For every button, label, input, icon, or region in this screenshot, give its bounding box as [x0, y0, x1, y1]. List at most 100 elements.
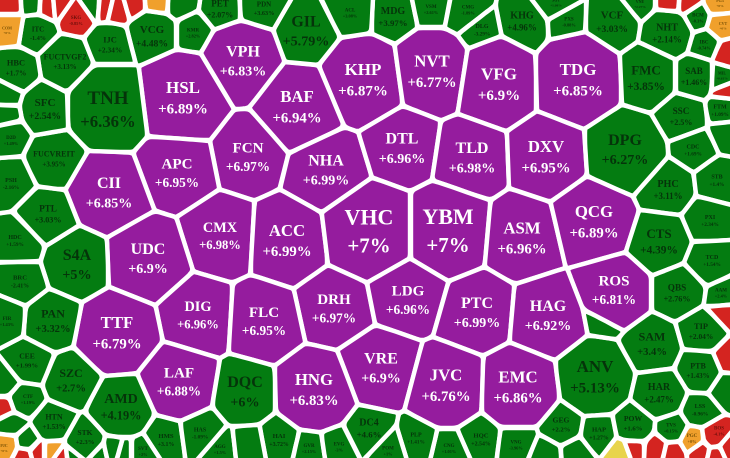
svg-text:PXS: PXS	[564, 18, 574, 23]
svg-text:+6.96%: +6.96%	[177, 318, 219, 332]
svg-text:+6.85%: +6.85%	[86, 197, 132, 212]
svg-text:+1.69%: +1.69%	[684, 152, 702, 158]
svg-text:+2.76%: +2.76%	[664, 295, 691, 304]
svg-text:FUCVREIT: FUCVREIT	[33, 150, 75, 159]
svg-text:+3.72%: +3.72%	[269, 442, 289, 448]
svg-text:+2.54%: +2.54%	[471, 442, 491, 448]
svg-text:+2.04%: +2.04%	[689, 332, 714, 341]
svg-text:+6.96%: +6.96%	[379, 152, 425, 167]
svg-text:+6.87%: +6.87%	[338, 84, 388, 100]
svg-text:IBC: IBC	[700, 40, 709, 45]
svg-text:+4.48%: +4.48%	[136, 39, 168, 50]
svg-text:DRH: DRH	[317, 292, 351, 308]
svg-text:+6.96%: +6.96%	[386, 302, 430, 317]
svg-text:+2.14%: +2.14%	[652, 35, 682, 45]
svg-text:VPH: VPH	[226, 43, 260, 60]
svg-text:AGG: AGG	[214, 445, 226, 450]
svg-text:PG3: PG3	[716, 0, 724, 3]
svg-text:+6.36%: +6.36%	[80, 112, 135, 131]
svg-text:+6.97%: +6.97%	[312, 311, 356, 326]
svg-text:EVG: EVG	[334, 443, 345, 448]
svg-text:KHP: KHP	[345, 60, 382, 79]
svg-text:+6.9%: +6.9%	[478, 88, 520, 104]
svg-text:+0.61%: +0.61%	[716, 77, 728, 81]
svg-text:+6.95%: +6.95%	[155, 175, 199, 190]
svg-text:TCD: TCD	[706, 255, 719, 261]
svg-text:+6.92%: +6.92%	[525, 319, 571, 334]
svg-text:+6.85%: +6.85%	[553, 84, 603, 100]
svg-text:BOS: BOS	[714, 426, 724, 431]
svg-text:NHA: NHA	[308, 152, 344, 169]
svg-text:SGT: SGT	[552, 0, 560, 3]
svg-text:SAB: SAB	[685, 66, 703, 76]
svg-text:+6.98%: +6.98%	[449, 161, 495, 176]
svg-text:HNG: HNG	[295, 370, 333, 389]
svg-text:BRC: BRC	[13, 274, 27, 281]
svg-text:TNH: TNH	[87, 88, 128, 109]
svg-text:+2.4%: +2.4%	[715, 293, 727, 298]
svg-text:+6.89%: +6.89%	[158, 102, 208, 118]
svg-text:+3.08%: +3.08%	[343, 13, 358, 18]
svg-text:SVT: SVT	[138, 447, 148, 452]
svg-text:+2.3%: +2.3%	[76, 439, 95, 446]
svg-text:+7%: +7%	[426, 233, 469, 257]
svg-text:-0.85%: -0.85%	[69, 21, 83, 26]
svg-text:+6.95%: +6.95%	[521, 160, 570, 176]
svg-text:HAR: HAR	[648, 382, 671, 393]
svg-text:+0%: +0%	[716, 4, 724, 8]
svg-text:PHC: PHC	[657, 179, 678, 190]
svg-text:-0.88%: -0.88%	[562, 23, 576, 28]
svg-text:+2.07%: +2.07%	[207, 10, 233, 19]
svg-text:+6.9%: +6.9%	[128, 262, 167, 277]
svg-text:+6.95%: +6.95%	[242, 323, 286, 338]
svg-text:+2.34%: +2.34%	[98, 46, 123, 55]
svg-text:LDG: LDG	[392, 284, 425, 300]
svg-text:-0.74%: -0.74%	[697, 45, 711, 50]
svg-text:DPG: DPG	[608, 132, 642, 149]
svg-text:ROS: ROS	[598, 274, 629, 290]
svg-text:VFG: VFG	[481, 65, 517, 84]
svg-text:+6%: +6%	[230, 394, 259, 410]
svg-text:PTC: PTC	[461, 295, 493, 312]
svg-text:FMC: FMC	[631, 62, 661, 77]
svg-text:CEE: CEE	[19, 351, 35, 360]
svg-text:CMG: CMG	[462, 6, 474, 11]
svg-text:+1.09%: +1.09%	[711, 112, 729, 118]
svg-text:-4.1%: -4.1%	[713, 431, 724, 436]
svg-text:AAM: AAM	[715, 288, 727, 293]
svg-text:+2.27%: +2.27%	[634, 5, 646, 9]
svg-text:TLD: TLD	[456, 140, 489, 157]
svg-text:MDG: MDG	[381, 6, 406, 17]
svg-text:CTF: CTF	[23, 395, 33, 400]
svg-text:+6.98%: +6.98%	[199, 238, 241, 252]
svg-text:+3.13%: +3.13%	[53, 63, 76, 71]
svg-text:NHT: NHT	[656, 23, 678, 34]
svg-text:VRE: VRE	[364, 350, 398, 367]
svg-text:VNG: VNG	[510, 441, 521, 446]
svg-text:+2.61%: +2.61%	[424, 10, 439, 15]
svg-text:+6.79%: +6.79%	[92, 336, 141, 352]
svg-text:+4.6%: +4.6%	[357, 429, 382, 439]
svg-text:DQC: DQC	[227, 374, 263, 391]
svg-text:-3.29%: -3.29%	[474, 31, 490, 37]
svg-text:VSM: VSM	[425, 5, 436, 10]
svg-text:PLP: PLP	[410, 432, 422, 438]
svg-text:HDC: HDC	[8, 235, 21, 241]
svg-text:+1.7%: +1.7%	[6, 68, 27, 77]
svg-text:+2.7%: +2.7%	[56, 384, 86, 395]
svg-text:+2.15%: +2.15%	[302, 449, 317, 454]
svg-text:+2.47%: +2.47%	[644, 394, 674, 404]
svg-text:KHG: KHG	[510, 10, 534, 21]
svg-text:+0%: +0%	[687, 439, 696, 444]
svg-text:QCG: QCG	[575, 202, 613, 221]
svg-text:STB: STB	[711, 175, 722, 181]
svg-text:+7%: +7%	[347, 234, 390, 258]
svg-text:FTM: FTM	[713, 105, 727, 111]
svg-text:ASM: ASM	[503, 218, 540, 237]
svg-text:+2.34%: +2.34%	[701, 222, 719, 228]
svg-text:+3.4%: +3.4%	[637, 347, 667, 358]
svg-text:-1.09%: -1.09%	[192, 435, 208, 441]
svg-text:+6.77%: +6.77%	[407, 75, 456, 91]
svg-text:PXI: PXI	[705, 215, 716, 221]
svg-text:PGC: PGC	[687, 434, 698, 439]
